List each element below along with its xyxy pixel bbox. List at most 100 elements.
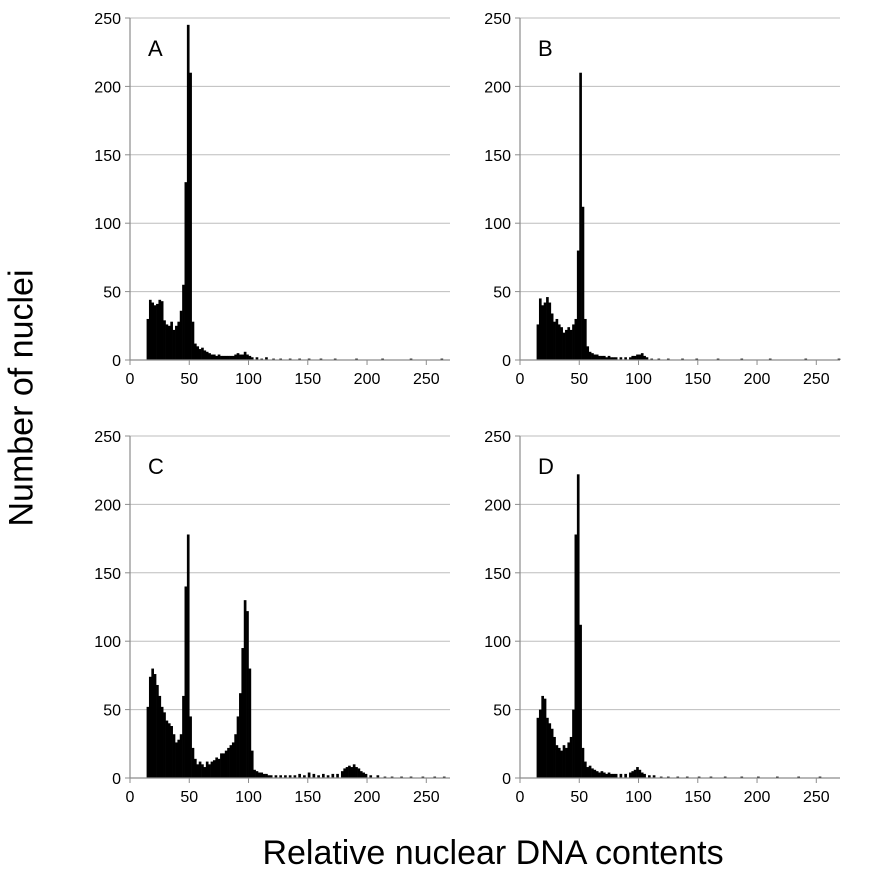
histogram-bar — [260, 772, 264, 778]
histogram-bar — [189, 72, 192, 360]
histogram-bar — [210, 761, 214, 778]
y-tick-label: 0 — [112, 771, 121, 788]
histogram-bar — [191, 321, 195, 360]
histogram-bar — [605, 357, 609, 360]
histogram-bar — [158, 299, 162, 360]
histogram-bar — [151, 668, 155, 778]
histogram-bar — [336, 773, 339, 778]
histogram-bar — [557, 324, 561, 360]
histogram-bar — [231, 355, 235, 360]
histogram-bar — [350, 767, 354, 778]
histogram-bar — [541, 695, 545, 778]
x-tick-label: 250 — [413, 371, 440, 388]
histogram-bar — [569, 736, 573, 778]
histogram-bar — [246, 354, 249, 360]
histogram-bar — [804, 358, 808, 360]
histogram-bar — [189, 716, 192, 778]
histogram-bar — [550, 313, 554, 360]
histogram-bar — [217, 758, 221, 778]
histogram-bar — [550, 728, 554, 778]
histogram-bar — [348, 765, 351, 778]
y-tick-label: 150 — [484, 566, 511, 583]
histogram-bar — [697, 776, 701, 778]
histogram-bar — [536, 324, 540, 360]
histogram-bar — [797, 776, 801, 778]
histogram-bar — [148, 676, 152, 778]
histogram-bar — [215, 757, 219, 778]
histogram-panel-b: 0 50 100 150 200 250 0 50 100 150 200 250 B — [484, 11, 841, 390]
histogram-bar — [239, 693, 242, 778]
histogram-bar — [421, 776, 425, 778]
histogram-bar — [579, 72, 582, 360]
histogram-bar — [345, 767, 349, 778]
x-tick-label: 250 — [803, 371, 830, 388]
histogram-bar — [269, 775, 273, 778]
histogram-bar — [666, 358, 670, 360]
histogram-bar — [565, 747, 568, 778]
histogram-bar — [198, 761, 202, 778]
histogram-bar — [740, 776, 744, 778]
histogram-bar — [248, 668, 252, 778]
histogram-bar — [607, 355, 611, 360]
histogram-bar — [274, 775, 278, 778]
y-tick-label: 0 — [502, 353, 511, 370]
histogram-bar — [153, 674, 157, 778]
histogram-bar — [409, 776, 413, 778]
y-tick-label: 200 — [94, 79, 121, 96]
histogram-bar — [409, 358, 413, 360]
histogram-bar — [326, 775, 330, 778]
histogram-bar — [241, 354, 245, 360]
histogram-bar — [614, 773, 618, 778]
y-tick-label: 100 — [94, 634, 121, 651]
histogram-bar — [205, 761, 209, 778]
histogram-bar — [400, 776, 403, 778]
histogram-bar — [243, 600, 247, 778]
histogram-bar — [837, 358, 841, 360]
histogram-bar — [569, 329, 573, 360]
histogram-bar — [172, 329, 176, 360]
histogram-bar — [151, 302, 155, 360]
histogram-bar — [298, 358, 301, 360]
histogram-bar — [248, 355, 252, 360]
histogram-bar — [584, 761, 587, 778]
histogram-bar — [317, 775, 320, 778]
histogram-bar — [638, 354, 642, 360]
y-tick-label: 150 — [94, 148, 121, 165]
histogram-bar — [638, 769, 642, 778]
x-tick-label: 50 — [180, 371, 198, 388]
panel-label: C — [148, 454, 164, 479]
histogram-bar — [723, 776, 727, 778]
histogram-bar — [562, 332, 566, 360]
histogram-bar — [390, 776, 394, 778]
histogram-bar — [352, 764, 356, 778]
histogram-svg: 0 50 100 150 200 250 0 50 100 150 200 250 B — [484, 11, 841, 388]
y-tick-label: 100 — [484, 216, 511, 233]
y-tick-label: 50 — [103, 703, 121, 720]
histogram-bar — [255, 357, 259, 360]
y-tick-label: 50 — [493, 285, 511, 302]
histogram-bar — [593, 769, 597, 778]
histogram-bar — [560, 327, 563, 360]
histogram-bar — [222, 355, 226, 360]
panel-label: B — [538, 36, 553, 61]
histogram-bar — [227, 355, 230, 360]
histogram-bar — [579, 624, 582, 778]
histogram-bar — [163, 320, 166, 360]
histogram-bar — [581, 206, 585, 360]
histogram-bar — [175, 742, 178, 778]
histogram-bar — [666, 776, 670, 778]
histogram-bar — [629, 772, 632, 778]
x-tick-label: 0 — [516, 371, 525, 388]
histogram-bar — [588, 351, 592, 360]
histogram-bar — [576, 250, 580, 360]
histogram-bar — [239, 354, 242, 360]
histogram-bar — [381, 358, 384, 360]
histogram-bar — [657, 358, 661, 360]
histogram-bar — [284, 775, 287, 778]
histogram-bar — [619, 773, 623, 778]
y-tick-label: 200 — [484, 497, 511, 514]
histogram-bar — [224, 355, 228, 360]
histogram-bar — [602, 355, 606, 360]
histogram-bar — [165, 720, 169, 778]
histogram-bar — [194, 758, 197, 778]
